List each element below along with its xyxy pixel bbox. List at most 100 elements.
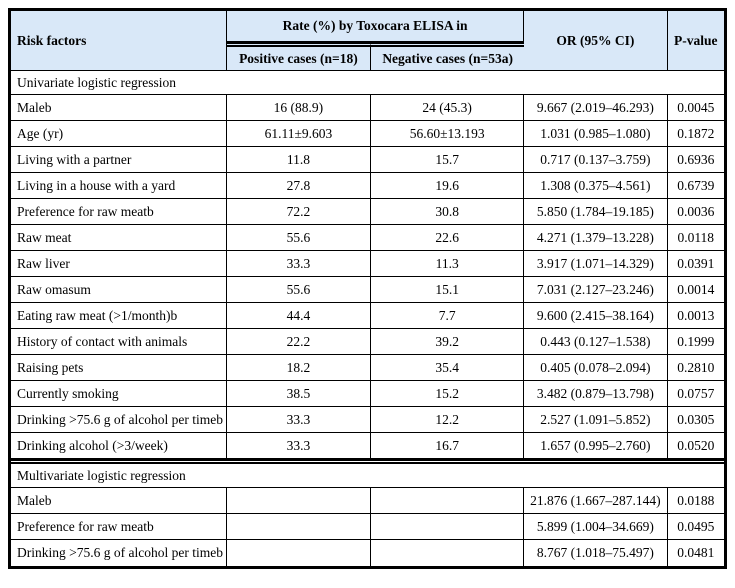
row-label: Raw omasum xyxy=(11,277,227,303)
cell-positive: 11.8 xyxy=(226,147,372,173)
row-label: Drinking >75.6 g of alcohol per timeb xyxy=(11,540,227,566)
risk-factors-table: Risk factors Rate (%) by Toxocara ELISA … xyxy=(8,8,727,569)
cell-positive: 33.3 xyxy=(226,251,372,277)
cell-p: 0.1999 xyxy=(667,329,724,355)
cell-p: 0.0495 xyxy=(667,514,724,540)
cell-or: 1.657 (0.995–2.760) xyxy=(524,433,668,459)
cell-or: 9.600 (2.415–38.164) xyxy=(524,303,668,329)
table-row: Raising pets 18.2 35.4 0.405 (0.078–2.094) 0… xyxy=(11,355,724,381)
cell-positive: 33.3 xyxy=(226,433,372,459)
row-label: Raw liver xyxy=(11,251,227,277)
cell-negative xyxy=(371,540,525,566)
row-label: Living in a house with a yard xyxy=(11,173,227,199)
table-row: Maleb 16 (88.9) 24 (45.3) 9.667 (2.019–46.2… xyxy=(11,95,724,121)
cell-positive: 55.6 xyxy=(226,277,372,303)
header-positive-cases: Positive cases (n=18) xyxy=(226,42,372,71)
section-header-row: Univariate logistic regression xyxy=(11,71,724,95)
cell-p: 0.0188 xyxy=(667,488,724,514)
cell-negative: 19.6 xyxy=(371,173,525,199)
table-header: Risk factors Rate (%) by Toxocara ELISA … xyxy=(11,11,724,71)
cell-or: 3.917 (1.071–14.329) xyxy=(524,251,668,277)
cell-negative: 15.2 xyxy=(371,381,525,407)
cell-positive: 27.8 xyxy=(226,173,372,199)
cell-or: 9.667 (2.019–46.293) xyxy=(524,95,668,121)
cell-p: 0.0118 xyxy=(667,225,724,251)
cell-p: 0.0045 xyxy=(667,95,724,121)
cell-or: 0.717 (0.137–3.759) xyxy=(524,147,668,173)
cell-or: 0.405 (0.078–2.094) xyxy=(524,355,668,381)
table-row: Age (yr) 61.11±9.603 56.60±13.193 1.031 (0.… xyxy=(11,121,724,147)
table-row: History of contact with animals 22.2 39.2 0… xyxy=(11,329,724,355)
cell-positive xyxy=(226,540,372,566)
table-row: Living with a partner 11.8 15.7 0.717 (0.13… xyxy=(11,147,724,173)
row-label: Preference for raw meatb xyxy=(11,514,227,540)
cell-positive: 18.2 xyxy=(226,355,372,381)
header-or-ci: OR (95% CI) xyxy=(524,11,668,71)
cell-p: 0.0036 xyxy=(667,199,724,225)
cell-negative: 56.60±13.193 xyxy=(371,121,525,147)
cell-p: 0.6936 xyxy=(667,147,724,173)
cell-negative: 16.7 xyxy=(371,433,525,459)
cell-or: 4.271 (1.379–13.228) xyxy=(524,225,668,251)
cell-p: 0.0305 xyxy=(667,407,724,433)
header-risk-factors: Risk factors xyxy=(11,11,227,71)
section-header-row: Multivariate logistic regression xyxy=(11,464,724,488)
table-row: Drinking alcohol (>3/week) 33.3 16.7 1.657 … xyxy=(11,433,724,459)
cell-negative: 15.7 xyxy=(371,147,525,173)
cell-negative: 15.1 xyxy=(371,277,525,303)
cell-positive: 61.11±9.603 xyxy=(226,121,372,147)
header-negative-cases: Negative cases (n=53a) xyxy=(371,42,525,71)
row-label: Maleb xyxy=(11,488,227,514)
table-row: Living in a house with a yard 27.8 19.6 1.3… xyxy=(11,173,724,199)
row-label: Raw meat xyxy=(11,225,227,251)
cell-or: 8.767 (1.018–75.497) xyxy=(524,540,668,566)
row-label: Age (yr) xyxy=(11,121,227,147)
table-row: Currently smoking 38.5 15.2 3.482 (0.879–13… xyxy=(11,381,724,407)
table-row: Drinking >75.6 g of alcohol per timeb 33.… xyxy=(11,407,724,433)
table-row: Eating raw meat (>1/month)b 44.4 7.7 9.600 … xyxy=(11,303,724,329)
cell-negative: 35.4 xyxy=(371,355,525,381)
cell-negative: 22.6 xyxy=(371,225,525,251)
cell-p: 0.0391 xyxy=(667,251,724,277)
cell-p: 0.0481 xyxy=(667,540,724,566)
cell-or: 1.308 (0.375–4.561) xyxy=(524,173,668,199)
cell-negative: 39.2 xyxy=(371,329,525,355)
cell-p: 0.0757 xyxy=(667,381,724,407)
cell-p: 0.0520 xyxy=(667,433,724,459)
cell-negative: 24 (45.3) xyxy=(371,95,525,121)
section-title: Multivariate logistic regression xyxy=(11,464,724,488)
cell-p: 0.0013 xyxy=(667,303,724,329)
table-row: Raw liver 33.3 11.3 3.917 (1.071–14.329) 0.0… xyxy=(11,251,724,277)
cell-negative: 11.3 xyxy=(371,251,525,277)
row-label: Eating raw meat (>1/month)b xyxy=(11,303,227,329)
cell-positive: 72.2 xyxy=(226,199,372,225)
row-label: Drinking >75.6 g of alcohol per timeb xyxy=(11,407,227,433)
row-label: Raising pets xyxy=(11,355,227,381)
cell-or: 0.443 (0.127–1.538) xyxy=(524,329,668,355)
cell-or: 3.482 (0.879–13.798) xyxy=(524,381,668,407)
cell-p: 0.6739 xyxy=(667,173,724,199)
cell-or: 21.876 (1.667–287.144) xyxy=(524,488,668,514)
cell-or: 2.527 (1.091–5.852) xyxy=(524,407,668,433)
cell-positive: 22.2 xyxy=(226,329,372,355)
table-body: Univariate logistic regression Maleb 16 (8… xyxy=(11,71,724,566)
section-title: Univariate logistic regression xyxy=(11,71,724,95)
cell-negative: 7.7 xyxy=(371,303,525,329)
table-row: Drinking >75.6 g of alcohol per timeb 8.7… xyxy=(11,540,724,566)
row-label: History of contact with animals xyxy=(11,329,227,355)
section-separator xyxy=(11,459,724,464)
cell-negative: 30.8 xyxy=(371,199,525,225)
cell-positive: 44.4 xyxy=(226,303,372,329)
cell-or: 5.850 (1.784–19.185) xyxy=(524,199,668,225)
row-label: Preference for raw meatb xyxy=(11,199,227,225)
cell-negative xyxy=(371,514,525,540)
cell-p: 0.1872 xyxy=(667,121,724,147)
row-label: Currently smoking xyxy=(11,381,227,407)
table-row: Preference for raw meatb 5.899 (1.004–34.… xyxy=(11,514,724,540)
cell-negative: 12.2 xyxy=(371,407,525,433)
cell-positive xyxy=(226,514,372,540)
cell-or: 7.031 (2.127–23.246) xyxy=(524,277,668,303)
section-separator-rule xyxy=(11,459,724,464)
cell-or: 5.899 (1.004–34.669) xyxy=(524,514,668,540)
